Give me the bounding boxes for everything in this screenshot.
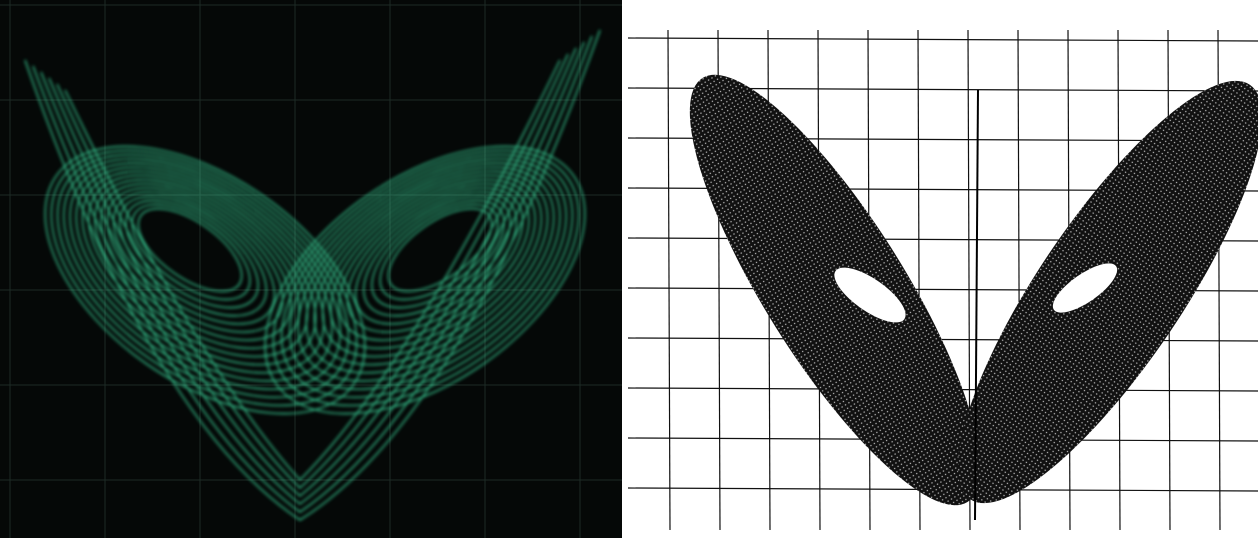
scene [0,0,1258,538]
page: (() => { const data = JSON.parse(documen… [0,0,1258,538]
